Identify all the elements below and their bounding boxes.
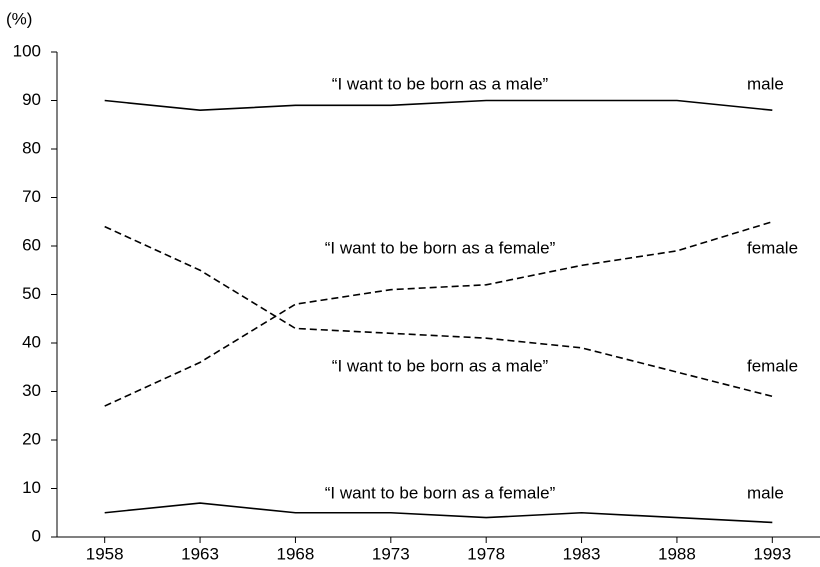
y-tick-label: 40 xyxy=(22,332,41,351)
x-tick-label: 1958 xyxy=(86,544,124,563)
y-tick-label: 50 xyxy=(22,284,41,303)
series-line xyxy=(104,225,773,398)
y-tick-label: 0 xyxy=(32,526,41,545)
x-tick-label: 1973 xyxy=(372,544,410,563)
y-tick-label: 30 xyxy=(22,381,41,400)
y-axis-label: (%) xyxy=(6,9,32,28)
y-tick-label: 10 xyxy=(22,478,41,497)
x-tick-label: 1983 xyxy=(563,544,601,563)
y-tick-label: 20 xyxy=(22,429,41,448)
y-tick-label: 100 xyxy=(13,41,41,60)
series-group-label: female xyxy=(747,356,798,375)
x-tick-label: 1978 xyxy=(467,544,505,563)
x-tick-label: 1968 xyxy=(277,544,315,563)
y-tick-label: 90 xyxy=(22,90,41,109)
y-tick-label: 60 xyxy=(22,235,41,254)
series-group-label: male xyxy=(747,483,784,502)
x-tick-label: 1963 xyxy=(181,544,219,563)
y-tick-label: 70 xyxy=(22,187,41,206)
series-annotation: “I want to be born as a female” xyxy=(325,238,556,257)
series-line xyxy=(104,99,773,112)
series-group-label: male xyxy=(747,74,784,93)
y-tick-label: 80 xyxy=(22,138,41,157)
series-annotation: “I want to be born as a male” xyxy=(332,356,549,375)
series-annotation: “I want to be born as a male” xyxy=(332,74,549,93)
x-tick-label: 1993 xyxy=(753,544,791,563)
series-group-label: female xyxy=(747,238,798,257)
series-annotation: “I want to be born as a female” xyxy=(325,483,556,502)
series-line xyxy=(104,502,773,524)
series-line xyxy=(104,220,773,407)
x-tick-label: 1988 xyxy=(658,544,696,563)
